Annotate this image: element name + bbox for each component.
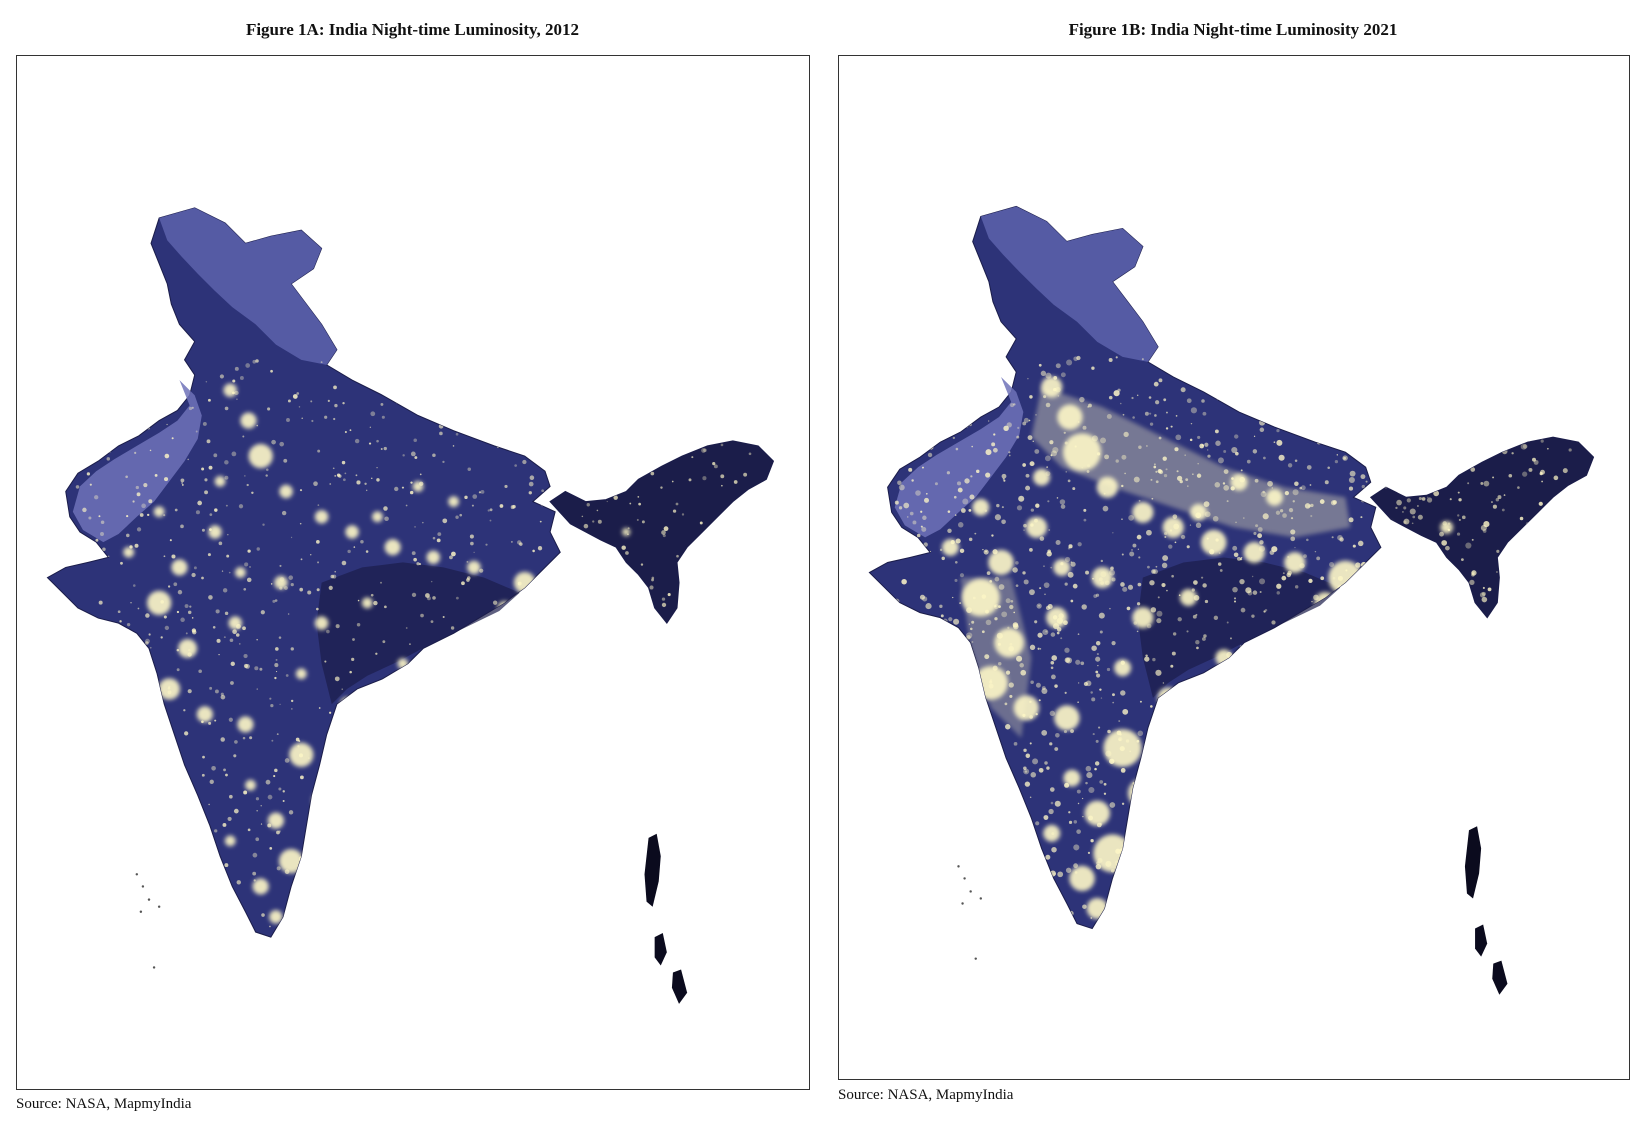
thar-desert-region [894, 376, 1024, 538]
himalaya-region [980, 206, 1159, 362]
figure-1b-map [838, 55, 1630, 1080]
andaman-island [654, 933, 667, 966]
gangetic-plain-glow [1031, 386, 1351, 538]
andaman-island [671, 969, 688, 1004]
andaman-island [1464, 826, 1482, 899]
lakshadweep-island [963, 877, 966, 880]
lakshadweep-island [969, 890, 972, 893]
figure-1b-title: Figure 1B: India Night-time Luminosity 2… [1068, 20, 1398, 39]
figure-1a-title: Figure 1A: India Night-time Luminosity, … [245, 20, 580, 39]
himalaya-region [159, 207, 337, 365]
andaman-island [1492, 960, 1508, 995]
figure-1a-map [16, 55, 810, 1090]
andaman-island [644, 833, 661, 907]
figure-1b-source: Source: NASA, MapmyIndia [838, 1087, 1014, 1103]
india-mainland [868, 205, 1382, 930]
western-coast-glow [960, 577, 1032, 738]
lakshadweep-island [141, 885, 145, 888]
india-mainland [46, 207, 561, 938]
lakshadweep-island [957, 865, 960, 868]
lakshadweep-island [152, 966, 156, 969]
thar-desert-region [72, 380, 202, 543]
india-luminosity-map-2021 [868, 205, 1595, 995]
figure-1a-source: Source: NASA, MapmyIndia [16, 1096, 192, 1112]
andaman-island [1475, 924, 1488, 957]
lakshadweep-island [157, 905, 161, 908]
lakshadweep-island [147, 898, 151, 901]
lakshadweep-island [139, 910, 143, 913]
lakshadweep-island [974, 957, 977, 960]
lakshadweep-island [961, 902, 964, 905]
india-luminosity-map-2012 [46, 207, 775, 1004]
central-forest-belt [1137, 557, 1341, 698]
lakshadweep-island [979, 897, 983, 900]
lakshadweep-island [135, 873, 139, 876]
central-forest-belt [316, 562, 520, 705]
